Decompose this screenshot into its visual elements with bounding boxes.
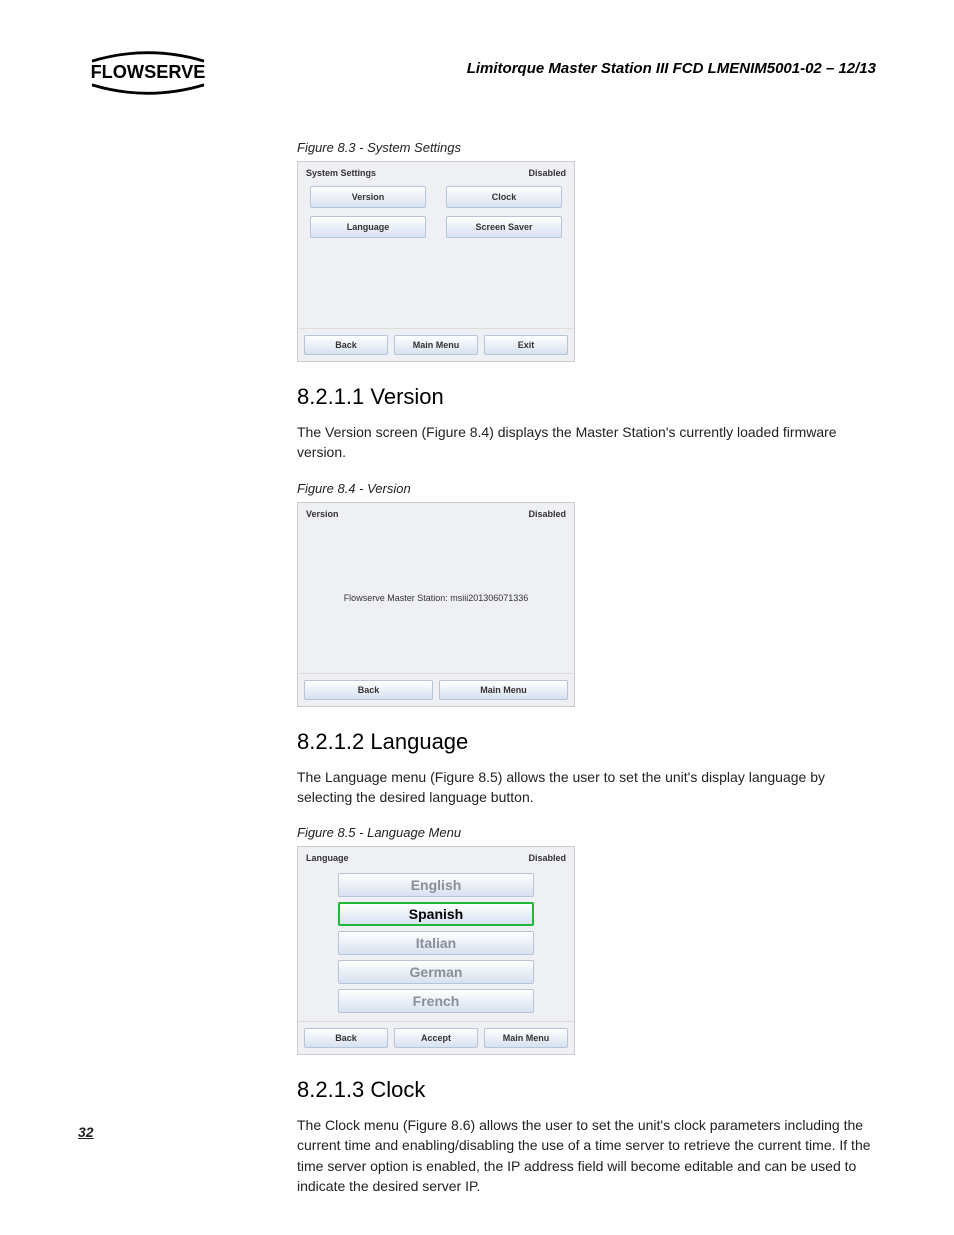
main-menu-button[interactable]: Main Menu: [439, 680, 568, 700]
fig85-caption: Figure 8.5 - Language Menu: [297, 825, 877, 840]
flowserve-logo: FLOWSERVE: [78, 48, 218, 98]
back-button[interactable]: Back: [304, 680, 433, 700]
screen-title: Language: [306, 853, 349, 863]
lang-german-button[interactable]: German: [338, 960, 534, 984]
exit-button[interactable]: Exit: [484, 335, 568, 355]
status-label: Disabled: [528, 853, 566, 863]
system-settings-screen: System Settings Disabled Version Clock L…: [297, 161, 575, 362]
fig84-caption: Figure 8.4 - Version: [297, 481, 877, 496]
section-version-heading: 8.2.1.1 Version: [297, 384, 877, 410]
clock-button[interactable]: Clock: [446, 186, 562, 208]
main-menu-button[interactable]: Main Menu: [484, 1028, 568, 1048]
language-screen: Language Disabled English Spanish Italia…: [297, 846, 575, 1055]
status-label: Disabled: [528, 509, 566, 519]
section-language-body: The Language menu (Figure 8.5) allows th…: [297, 767, 877, 808]
section-language-heading: 8.2.1.2 Language: [297, 729, 877, 755]
lang-italian-button[interactable]: Italian: [338, 931, 534, 955]
accept-button[interactable]: Accept: [394, 1028, 478, 1048]
status-label: Disabled: [528, 168, 566, 178]
section-clock-body: The Clock menu (Figure 8.6) allows the u…: [297, 1115, 877, 1196]
language-button[interactable]: Language: [310, 216, 426, 238]
back-button[interactable]: Back: [304, 1028, 388, 1048]
version-button[interactable]: Version: [310, 186, 426, 208]
lang-english-button[interactable]: English: [338, 873, 534, 897]
document-header: Limitorque Master Station III FCD LMENIM…: [467, 60, 876, 77]
section-clock-heading: 8.2.1.3 Clock: [297, 1077, 877, 1103]
lang-spanish-button[interactable]: Spanish: [338, 902, 534, 926]
screen-title: Version: [306, 509, 339, 519]
screensaver-button[interactable]: Screen Saver: [446, 216, 562, 238]
section-version-body: The Version screen (Figure 8.4) displays…: [297, 422, 877, 463]
version-screen: Version Disabled Flowserve Master Statio…: [297, 502, 575, 707]
back-button[interactable]: Back: [304, 335, 388, 355]
fig83-caption: Figure 8.3 - System Settings: [297, 140, 877, 155]
svg-text:FLOWSERVE: FLOWSERVE: [91, 62, 206, 82]
page-number: 32: [78, 1124, 94, 1140]
screen-title: System Settings: [306, 168, 376, 178]
main-menu-button[interactable]: Main Menu: [394, 335, 478, 355]
firmware-version-text: Flowserve Master Station: msiii201306071…: [344, 593, 529, 603]
lang-french-button[interactable]: French: [338, 989, 534, 1013]
